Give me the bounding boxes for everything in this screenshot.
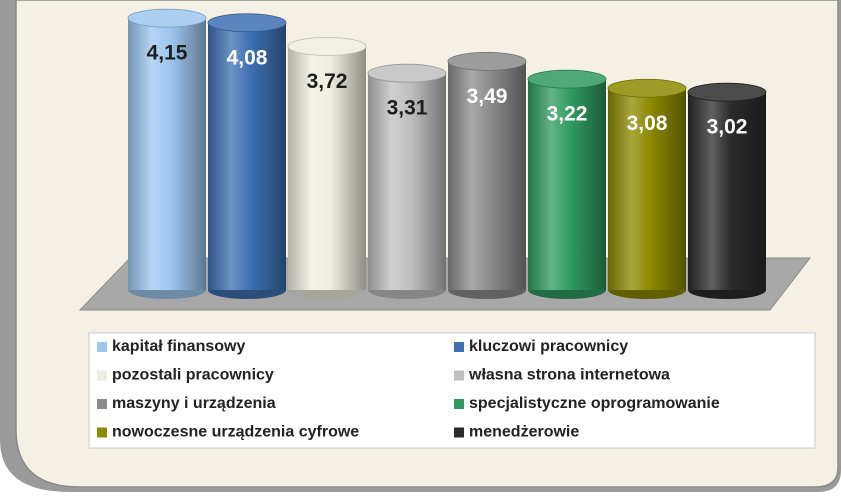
legend: kapitał finansowy kluczowi pracownicy pozo… <box>97 338 720 441</box>
legend-box <box>88 332 816 449</box>
bar <box>368 73 446 290</box>
bar-top <box>287 36 367 56</box>
legend-label: menedżerowie <box>469 424 579 441</box>
legend-label: pozostali pracownicy <box>112 367 274 384</box>
legend-swatch <box>454 399 464 409</box>
bar <box>128 18 206 291</box>
bar-top <box>127 8 207 28</box>
bars: 4,15 4,08 3,72 3,31 3,49 3,22 3,08 3,02 <box>127 8 767 299</box>
value-label: 4,08 <box>227 46 268 69</box>
bar-top <box>607 78 687 98</box>
legend-swatch <box>454 370 464 381</box>
value-label: 3,02 <box>707 116 748 139</box>
bar <box>208 22 286 290</box>
bar <box>688 92 766 290</box>
legend-label: specjalistyczne oprogramowanie <box>469 395 720 412</box>
legend-swatch <box>97 399 107 409</box>
legend-swatch <box>97 427 107 438</box>
legend-swatch <box>454 342 464 352</box>
value-label: 3,49 <box>467 85 508 108</box>
value-label: 3,22 <box>547 103 588 126</box>
bar-top <box>687 82 767 102</box>
bar-top <box>207 13 287 33</box>
legend-label: maszyny i urządzenia <box>112 395 276 412</box>
bar-top <box>447 52 527 71</box>
legend-label: kapitał finansowy <box>112 338 245 355</box>
legend-label: nowoczesne urządzenia cyfrowe <box>112 424 359 441</box>
bar <box>448 61 526 290</box>
bar-top <box>367 63 447 83</box>
value-label: 3,08 <box>627 112 668 135</box>
bar <box>608 88 686 290</box>
value-label: 3,72 <box>307 70 348 93</box>
legend-label: kluczowi pracownicy <box>469 338 628 355</box>
bar <box>528 79 606 290</box>
legend-label: własna strona internetowa <box>468 367 670 384</box>
bar-top <box>527 69 607 89</box>
bar <box>288 46 366 291</box>
value-label: 3,31 <box>387 97 428 120</box>
legend-swatch <box>97 342 107 352</box>
value-label: 4,15 <box>147 42 188 65</box>
legend-swatch <box>97 370 107 381</box>
legend-swatch <box>454 427 464 438</box>
